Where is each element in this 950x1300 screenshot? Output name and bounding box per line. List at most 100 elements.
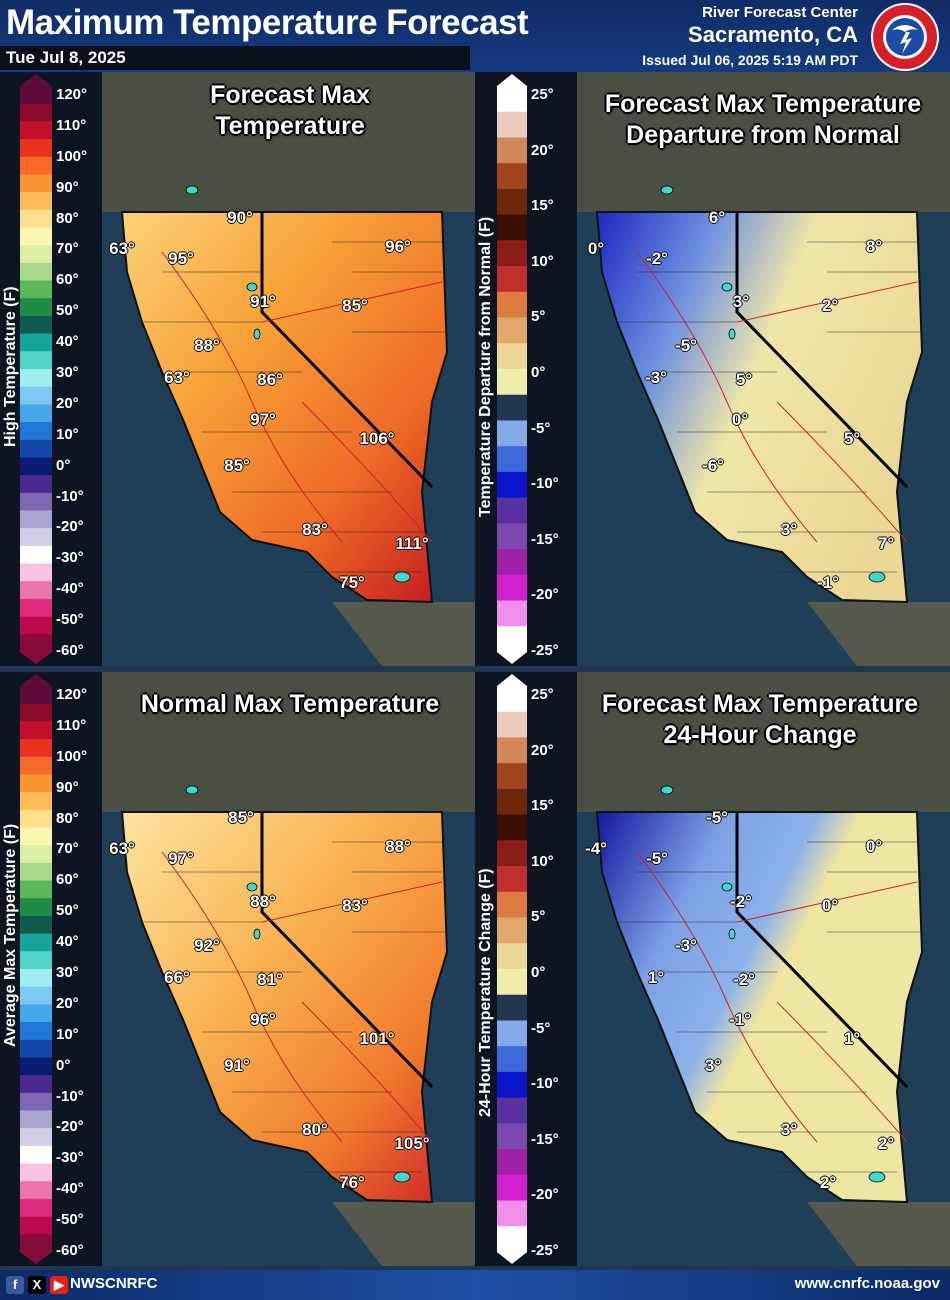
scale-bottom-arrow (497, 1252, 527, 1264)
temperature-color-scale: 120° 110° 100° 90° 80° 70° 60° 50° 40° 30° 20° 10° 0… (0, 72, 102, 666)
scale-axis-title: 24-Hour Temperature Change (F) (477, 868, 494, 1117)
departure-panel-title: Forecast Max Temperature Departure from N… (573, 89, 950, 151)
highway-lines (636, 251, 918, 543)
scale-tick-label: -60° (56, 1242, 84, 1259)
forecast-panel-title: Forecast Max Temperature (100, 80, 480, 142)
scale-swatch (20, 315, 52, 335)
scale-swatch (497, 549, 527, 576)
forecast-area (595, 811, 924, 1204)
temperature-color-scale: 120° 110° 100° 90° 80° 70° 60° 50° 40° 30° 20° 10° 0… (0, 672, 102, 1266)
scale-swatch (20, 510, 52, 529)
scale-swatch (20, 86, 52, 105)
scale-swatch (20, 209, 52, 228)
scale-swatch (20, 616, 52, 635)
scale-swatch (497, 969, 527, 996)
oregon-terrain (102, 72, 475, 212)
youtube-icon[interactable]: ▶ (50, 1276, 68, 1294)
scale-swatch (497, 446, 527, 473)
scale-tick-label: 120° (56, 686, 88, 703)
scale-swatch (20, 1145, 52, 1165)
scale-swatch (497, 866, 527, 893)
scale-swatch (497, 574, 527, 602)
panel-title-line: Departure from Normal (626, 121, 900, 149)
scale-swatch (20, 139, 52, 158)
lake (721, 282, 733, 292)
scale-swatch (20, 1181, 52, 1200)
scale-swatch (20, 898, 52, 917)
scale-swatch (20, 1039, 52, 1058)
scale-bottom-arrow (20, 652, 52, 664)
scale-swatch (497, 1020, 527, 1047)
forecast-area (595, 211, 924, 604)
website-link[interactable]: www.cnrfc.noaa.gov (794, 1275, 940, 1292)
forecast-map (102, 72, 475, 666)
temperature-label: 81° (257, 970, 283, 989)
scale-swatch (497, 137, 527, 164)
departure-map (577, 72, 950, 666)
temperature-label: 66° (164, 968, 190, 987)
highway-lines (161, 251, 443, 543)
scale-swatch (497, 471, 527, 499)
scale-tick-label: 20° (56, 994, 79, 1012)
scale-bar (497, 674, 527, 1264)
scale-tick-label: 20° (531, 741, 554, 759)
temperature-label: 0° (865, 837, 883, 856)
scale-swatch (20, 969, 52, 988)
scale-swatch (20, 845, 52, 864)
scale-swatch (20, 351, 52, 370)
lake (253, 928, 261, 940)
forecast-area (120, 211, 449, 604)
temperature-label: 96° (250, 1010, 276, 1029)
scale-top-arrow (497, 74, 527, 86)
scale-swatch (497, 686, 527, 713)
scale-tick-label: 20° (56, 394, 79, 412)
x-icon[interactable]: X (28, 1276, 46, 1294)
scale-swatch (20, 880, 52, 899)
temperature-label: 3° (780, 1120, 798, 1139)
temperature-label: 3° (780, 520, 798, 539)
forecast-date: Tue Jul 8, 2025 (6, 48, 126, 67)
temperature-label: -3° (675, 936, 697, 955)
scale-swatch (497, 266, 527, 293)
temperature-label: -5° (646, 849, 668, 868)
scale-swatch (20, 192, 52, 211)
scale-top-arrow (20, 674, 52, 686)
change-map (577, 672, 950, 1266)
scale-swatch (497, 994, 527, 1021)
scale-swatch (20, 792, 52, 811)
temperature-label: 63° (109, 239, 135, 258)
scale-tick-label: -5° (531, 1019, 551, 1037)
temperature-label: 96° (385, 237, 411, 256)
scale-swatch (20, 721, 52, 740)
scale-tick-label: 10° (56, 1025, 79, 1043)
scale-swatch (497, 497, 527, 524)
scale-tick-label: -50° (56, 1211, 84, 1229)
scale-tick-label: -25° (531, 642, 559, 659)
scale-swatch (20, 634, 52, 653)
scale-tick-label: 50° (56, 902, 79, 920)
mexico-terrain (332, 1202, 475, 1266)
temperature-label: 75° (339, 573, 365, 592)
temperature-label: -2° (730, 892, 752, 911)
lake (868, 571, 886, 583)
scale-tick-label: 5° (531, 908, 546, 926)
scale-tick-label: 5° (531, 308, 546, 326)
scale-swatch (20, 951, 52, 970)
facebook-icon[interactable]: f (6, 1276, 24, 1294)
scale-bar (20, 74, 52, 664)
temperature-label: 83° (302, 520, 328, 539)
temperature-label: 63° (109, 839, 135, 858)
scale-tick-label: 70° (56, 240, 79, 258)
scale-swatch (20, 1057, 52, 1076)
scale-swatch (20, 1110, 52, 1129)
temperature-label: 88° (250, 892, 276, 911)
scale-swatch (497, 214, 527, 241)
scale-swatch (497, 369, 527, 396)
scale-tick-label: 10° (531, 852, 554, 870)
scale-swatch (497, 943, 527, 970)
temperature-label: 106° (359, 429, 395, 448)
scale-swatch (20, 528, 52, 547)
scale-swatch (20, 986, 52, 1005)
panel-title-line: Temperature (215, 112, 365, 140)
scale-swatch (497, 626, 527, 653)
